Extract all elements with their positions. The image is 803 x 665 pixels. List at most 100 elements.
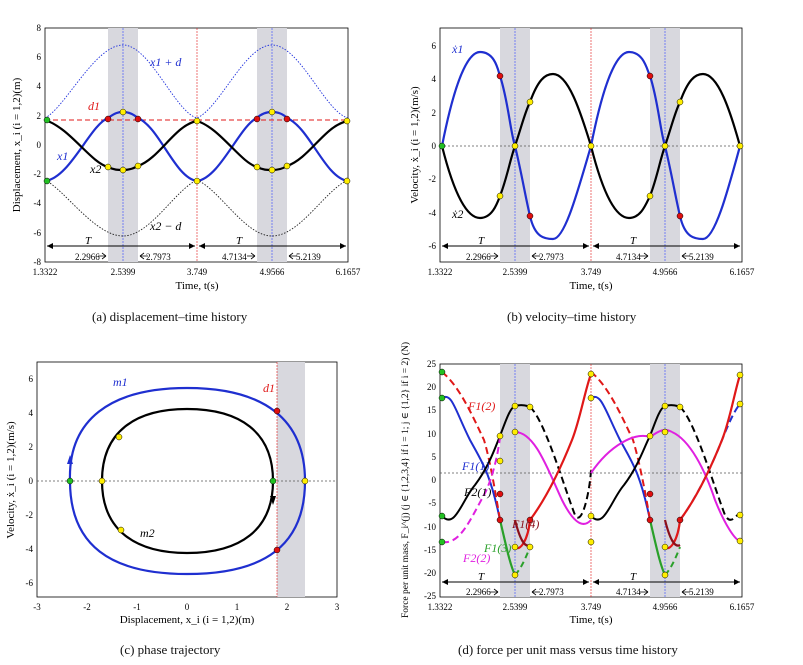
- interval-label: 2.7973: [146, 252, 171, 262]
- curve-m2-orbit: [100, 407, 275, 555]
- y-tick: 4: [37, 81, 42, 91]
- marker-start: [438, 142, 446, 150]
- interval-label: 2.7973: [539, 587, 564, 597]
- caption-d: (d) force per unit mass versus time hist…: [458, 642, 678, 657]
- y-tick: -15: [424, 545, 436, 555]
- period-label: T: [236, 235, 243, 247]
- marker-yellow: [268, 166, 276, 174]
- marker-yellow: [661, 402, 669, 410]
- y-tick: -2: [429, 174, 437, 184]
- marker-red: [496, 490, 504, 498]
- x-tick: 4.9566: [653, 267, 678, 277]
- curve-F2-2: [441, 436, 501, 544]
- curve-F2-2-mag-c2: [671, 431, 741, 542]
- marker-yellow: [193, 117, 201, 125]
- marker-yellow: [587, 538, 595, 546]
- marker-yellow: [253, 163, 261, 171]
- marker-yellow: [98, 477, 106, 485]
- marker-yellow: [496, 432, 504, 440]
- y-tick: 6: [432, 41, 437, 51]
- marker-red: [273, 407, 281, 415]
- label-F1-4: F1(4): [511, 517, 539, 531]
- marker-yellow: [134, 162, 142, 170]
- y-tick: 0: [29, 476, 34, 486]
- x-tick: 1: [235, 602, 240, 612]
- marker-yellow: [661, 543, 669, 551]
- y-ticks-b: 6 4 2 0 -2 -4 -6: [429, 41, 437, 251]
- x-tick: 6.1657: [336, 267, 361, 277]
- curve-F1-2-c2: [590, 371, 651, 521]
- marker-yellow: [526, 98, 534, 106]
- x-tick: 1.3322: [428, 267, 453, 277]
- marker-red: [253, 115, 261, 123]
- label-x2-minus-d: x2 − d: [149, 219, 182, 233]
- direction-arrow-m1: [67, 455, 73, 464]
- label-m2: m2: [140, 526, 155, 540]
- marker-yellow: [736, 142, 744, 150]
- y-tick: -6: [26, 578, 34, 588]
- y-axis-label-d: Force per unit mass, F_i^(j) (j ∈ {1,2,3…: [400, 342, 411, 618]
- y-tick: -10: [424, 522, 436, 532]
- marker-yellow: [115, 433, 123, 441]
- x-tick: 4.9566: [260, 267, 285, 277]
- y-tick: 15: [427, 405, 437, 415]
- interval-label: 4.7134: [616, 587, 641, 597]
- marker-yellow: [283, 162, 291, 170]
- marker-yellow: [526, 543, 534, 551]
- marker-red: [676, 212, 684, 220]
- period-label: T: [478, 235, 485, 247]
- curve-F1-1: [441, 395, 501, 521]
- curve-F1-2: [441, 371, 501, 521]
- marker-yellow: [736, 537, 744, 545]
- marker-red: [496, 72, 504, 80]
- y-tick: 4: [432, 74, 437, 84]
- interval-label: 5.2139: [689, 252, 714, 262]
- marker-yellow: [736, 371, 744, 379]
- plot-frame-a: [44, 27, 349, 263]
- x-tick: -3: [33, 602, 41, 612]
- period-annotations-d: T T 2.2966 2.7973 4.7134 5.2139: [442, 571, 740, 597]
- marker-yellow: [193, 177, 201, 185]
- panel-b: ẋ1 ẋ2 T T 2.2966 2.7973 4.7134 5.2139 6 …: [409, 27, 755, 292]
- label-d1: d1: [88, 99, 100, 113]
- curve-F1-4-dark-c2: [663, 519, 681, 547]
- label-m1: m1: [113, 375, 128, 389]
- label-xdot2: ẋ2: [451, 207, 463, 221]
- x-tick: 2: [285, 602, 290, 612]
- label-x2: x2: [89, 162, 101, 176]
- marker-yellow: [736, 511, 744, 519]
- y-tick: -8: [34, 257, 42, 267]
- x-ticks-c: -3 -2 -1 0 1 2 3: [33, 602, 340, 612]
- y-tick: 8: [37, 23, 42, 33]
- marker-yellow: [343, 117, 351, 125]
- x-axis-label-d: Time, t(s): [570, 614, 613, 626]
- interval-label: 5.2139: [689, 587, 714, 597]
- y-axis-label-a: Displacement, x_i (i = 1,2)(m): [11, 77, 23, 212]
- marker-yellow: [646, 432, 654, 440]
- x-tick: 1.3322: [428, 602, 453, 612]
- curve-x2-minus-d: [44, 179, 349, 237]
- marker-yellow: [736, 400, 744, 408]
- y-tick: -5: [429, 498, 437, 508]
- marker-yellow: [676, 403, 684, 411]
- marker-yellow: [661, 571, 669, 579]
- marker-red: [646, 516, 654, 524]
- y-tick: 10: [427, 429, 437, 439]
- interval-label: 5.2139: [296, 252, 321, 262]
- marker-yellow: [526, 403, 534, 411]
- label-d1-c: d1: [263, 381, 275, 395]
- y-tick: 4: [29, 408, 34, 418]
- caption-b: (b) velocity–time history: [507, 309, 637, 324]
- marker-yellow: [301, 477, 309, 485]
- curve-x1-plus-d: [44, 44, 349, 119]
- y-tick: -6: [34, 228, 42, 238]
- period-annotations-a: T T 2.2966 2.7973 4.7134 5.2139: [47, 235, 346, 262]
- x-tick: 4.9566: [653, 602, 678, 612]
- x-axis-label-b: Time, t(s): [570, 280, 613, 292]
- direction-arrow-m2: [270, 496, 276, 505]
- y-tick: 0: [432, 475, 437, 485]
- marker-yellow: [511, 543, 519, 551]
- y-tick: -4: [26, 544, 34, 554]
- marker-yellow: [511, 402, 519, 410]
- y-tick: 2: [37, 111, 42, 121]
